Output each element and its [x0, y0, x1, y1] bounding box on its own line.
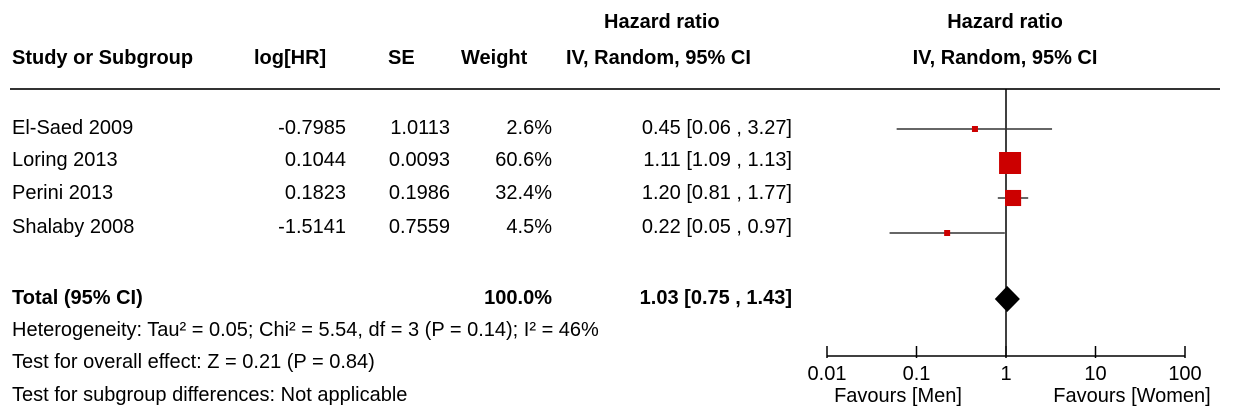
study-loghr: -0.7985 [278, 117, 346, 139]
header-weight: Weight [461, 47, 528, 69]
pooled-diamond [994, 286, 1020, 312]
effect-marker [1005, 189, 1022, 207]
header-study: Study or Subgroup [12, 47, 194, 69]
study-name: Loring 2013 [12, 149, 118, 171]
study-se: 0.0093 [388, 149, 450, 171]
study-name: Shalaby 2008 [12, 216, 135, 238]
x-axis-tick-label: 0.01 [808, 363, 847, 385]
overall-effect-note: Test for overall effect: Z = 0.21 (P = 0… [12, 351, 375, 373]
plot-header-title: Hazard ratio [947, 11, 1063, 33]
study-weight: 4.5% [506, 216, 552, 238]
study-loghr: 0.1044 [284, 149, 346, 171]
x-axis-tick-label: 100 [1168, 363, 1201, 385]
heterogeneity-note: Heterogeneity: Tau² = 0.05; Chi² = 5.54,… [12, 319, 599, 341]
header-hr-sub: IV, Random, 95% CI [566, 47, 751, 69]
favours-left-label: Favours [Men] [834, 385, 962, 407]
effect-marker [999, 152, 1022, 174]
x-axis-tick-label: 0.1 [903, 363, 931, 385]
study-ci: 0.22 [0.05 , 0.97] [641, 216, 792, 238]
total-label: Total (95% CI) [12, 287, 143, 309]
study-ci: 0.45 [0.06 , 3.27] [641, 117, 792, 139]
x-axis-tick-label: 10 [1084, 363, 1106, 385]
effect-marker [971, 126, 978, 132]
study-weight: 2.6% [506, 117, 552, 139]
header-loghr: log[HR] [254, 47, 327, 69]
study-ci: 1.20 [0.81 , 1.77] [641, 182, 792, 204]
study-loghr: 0.1823 [284, 182, 346, 204]
effect-marker [944, 230, 951, 236]
study-se: 0.1986 [388, 182, 450, 204]
plot-header-sub: IV, Random, 95% CI [912, 47, 1098, 69]
study-name: El-Saed 2009 [12, 117, 134, 139]
total-ci: 1.03 [0.75 , 1.43] [639, 287, 792, 309]
study-name: Perini 2013 [12, 182, 114, 204]
header-hr-title: Hazard ratio [604, 11, 720, 33]
subgroup-note: Test for subgroup differences: Not appli… [12, 384, 408, 406]
total-weight: 100.0% [484, 287, 552, 309]
study-loghr: -1.5141 [278, 216, 346, 238]
favours-right-label: Favours [Women] [1053, 385, 1211, 407]
study-weight: 32.4% [495, 182, 552, 204]
x-axis-tick-label: 1 [1000, 363, 1011, 385]
header-se: SE [388, 47, 415, 69]
study-ci: 1.11 [1.09 , 1.13] [643, 149, 792, 171]
study-se: 1.0113 [390, 117, 450, 139]
study-se: 0.7559 [388, 216, 450, 238]
study-weight: 60.6% [495, 149, 552, 171]
